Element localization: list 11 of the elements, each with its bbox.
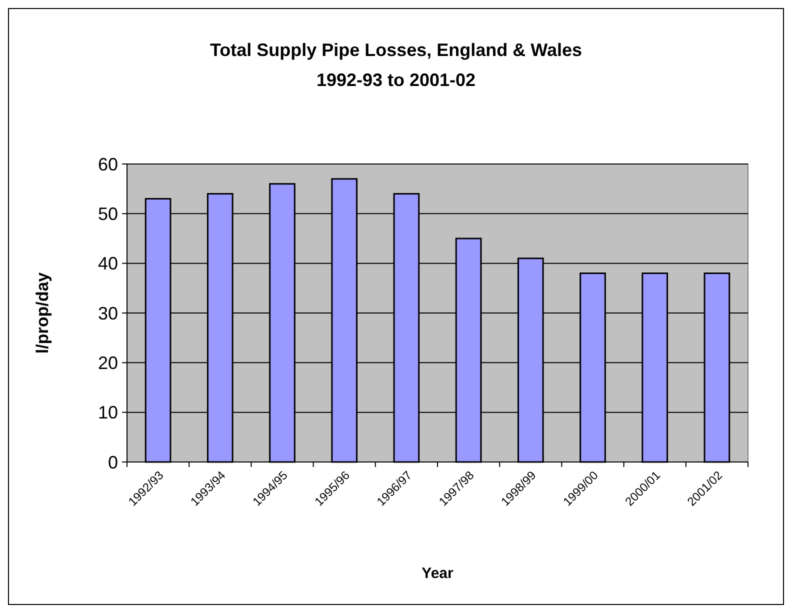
y-tick-label: 40 xyxy=(98,254,118,274)
y-tick-label: 30 xyxy=(98,303,118,324)
y-tick-label: 20 xyxy=(98,352,118,373)
y-tick-label: 10 xyxy=(98,402,118,423)
y-tick-label: 60 xyxy=(98,154,118,174)
y-tick-label: 0 xyxy=(108,452,118,472)
y-axis-title: l/prop/day xyxy=(33,272,52,354)
y-tick-label: 50 xyxy=(98,204,118,224)
x-axis-title: Year xyxy=(422,565,454,582)
chart-subtitle: 1992-93 to 2001-02 xyxy=(316,70,476,90)
chart-title: Total Supply Pipe Losses, England & Wales xyxy=(210,40,582,60)
